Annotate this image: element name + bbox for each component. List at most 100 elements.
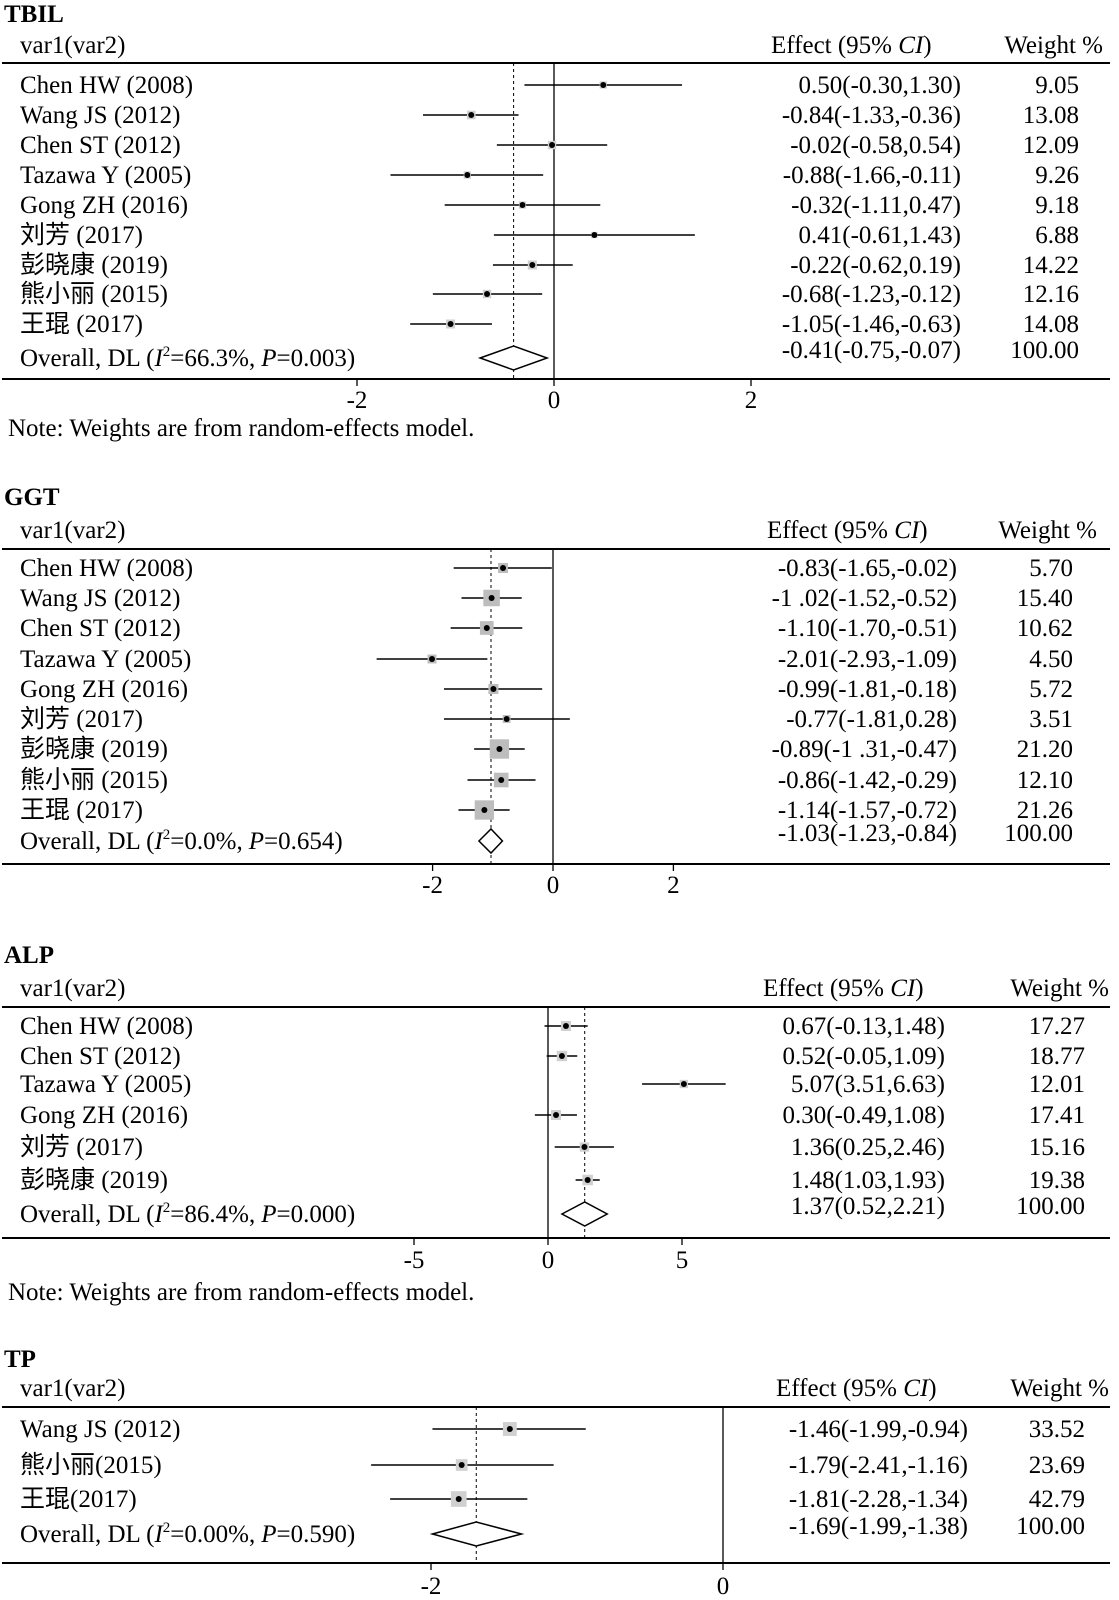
x-tick-label: -2 [422, 872, 443, 899]
column-header-weight: Weight % [1010, 975, 1109, 1002]
point-estimate [496, 746, 503, 752]
footnote: Note: Weights are from random-effects mo… [8, 415, 474, 442]
x-tick-label: 2 [667, 872, 680, 899]
weight-value: 15.40 [1017, 585, 1073, 612]
study-row: 王琨(2017) -1.81(-2.28,-1.34) 42.79 [20, 1486, 1085, 1513]
study-label: Chen HW (2008) [20, 555, 193, 582]
effect-ci-value: -0.22(-0.62,0.19) [790, 252, 961, 279]
study-row: Chen ST (2012) -0.02(-0.58,0.54) 12.09 [20, 132, 1079, 159]
overall-row: Overall, DL (I2=86.4%, P=0.000) 1.37(0.52,… [20, 1193, 1085, 1228]
overall-label-i2-symbol: I [153, 1521, 164, 1548]
x-tick-label: -2 [421, 1573, 442, 1600]
point-estimate [562, 1023, 569, 1029]
effect-ci-value: -1.81(-2.28,-1.34) [789, 1486, 968, 1513]
effect-header-text: ) [919, 517, 927, 544]
study-row: 彭晓康 (2019) 1.48(1.03,1.93) 19.38 [20, 1166, 1085, 1194]
panel-tbil: TBIL var1(var2) Effect (95% CI) Weight % -2 0… [2, 1, 1110, 442]
effect-ci-value: 0.41(-0.61,1.43) [799, 222, 961, 249]
overall-label-p-value: =0.003) [276, 345, 355, 372]
overall-label-p-value: =0.000) [276, 1201, 355, 1228]
weight-value: 19.38 [1029, 1167, 1085, 1194]
overall-label: Overall, DL (I2=86.4%, P=0.000) [20, 1200, 355, 1228]
study-label: Gong ZH (2016) [20, 192, 188, 219]
effect-ci-value: -0.89(-1 .31,-0.47) [772, 736, 957, 763]
overall-diamond [477, 345, 550, 371]
point-estimate [506, 1426, 513, 1432]
overall-label-i2-sup: 2 [163, 1200, 171, 1216]
x-tick-label: 0 [542, 1247, 555, 1274]
study-row: 熊小丽 (2015) -0.68(-1.23,-0.12) 12.16 [20, 280, 1079, 308]
study-row: 熊小丽(2015) -1.79(-2.41,-1.16) 23.69 [20, 1451, 1085, 1479]
overall-label-i2-value: =86.4%, [170, 1201, 255, 1228]
effect-ci-value: -0.84(-1.33,-0.36) [782, 102, 961, 129]
effect-ci-value: 1.48(1.03,1.93) [791, 1167, 945, 1194]
x-tick-label: -2 [347, 387, 368, 414]
overall-row: Overall, DL (I2=0.0%, P=0.654) -1.03(-1.23… [20, 820, 1073, 855]
study-label: Wang JS (2012) [20, 585, 180, 612]
column-header-effect: Effect (95% CI) [771, 32, 932, 59]
effect-header-ci: CI [894, 517, 921, 544]
panel-title: GGT [4, 484, 60, 511]
effect-ci-value: -0.99(-1.81,-0.18) [778, 676, 957, 703]
study-row: 王琨 (2017) -1.05(-1.46,-0.63) 14.08 [20, 311, 1079, 338]
overall-label-p-symbol: P [260, 1201, 276, 1228]
study-label: 熊小丽 (2015) [20, 280, 168, 308]
study-label: 彭晓康 (2019) [20, 1166, 168, 1194]
overall-diamond [560, 1201, 609, 1227]
effect-ci-value: -1.05(-1.46,-0.63) [782, 311, 961, 338]
point-estimate [483, 625, 490, 631]
study-row: Wang JS (2012) -1 .02(-1.52,-0.52) 15.40 [20, 585, 1073, 612]
overall-label-p-value: =0.654) [264, 828, 343, 855]
study-label: Gong ZH (2016) [20, 676, 188, 703]
study-label: Gong ZH (2016) [20, 1102, 188, 1129]
effect-header-text: Effect (95% [771, 32, 898, 59]
study-label: Wang JS (2012) [20, 102, 180, 129]
point-estimate [680, 1081, 687, 1087]
panel-alp: ALP var1(var2) Effect (95% CI) Weight % -5 0 5… [2, 942, 1110, 1306]
point-estimate [488, 595, 495, 601]
effect-ci-value: -0.02(-0.58,0.54) [790, 132, 961, 159]
weight-value: 12.09 [1023, 132, 1079, 159]
column-header-study: var1(var2) [20, 975, 126, 1002]
x-tick-label: 2 [745, 387, 758, 414]
effect-ci-value: -1.46(-1.99,-0.94) [789, 1416, 968, 1443]
study-label: 王琨(2017) [20, 1486, 137, 1513]
x-tick-label: 0 [548, 387, 561, 414]
overall-label: Overall, DL (I2=0.00%, P=0.590) [20, 1520, 355, 1548]
point-estimate [455, 1496, 462, 1502]
study-label: Chen HW (2008) [20, 1013, 193, 1040]
effect-header-text: ) [923, 32, 931, 59]
column-header-study: var1(var2) [20, 32, 126, 59]
overall-label-i2-symbol: I [153, 345, 164, 372]
effect-ci-value: -1.14(-1.57,-0.72) [778, 797, 957, 824]
x-tick-label: 0 [717, 1573, 730, 1600]
study-label: Chen ST (2012) [20, 615, 181, 642]
x-tick-label: -5 [404, 1247, 425, 1274]
weight-value: 4.50 [1029, 646, 1073, 673]
effect-header-ci: CI [903, 1375, 930, 1402]
weight-value: 13.08 [1023, 102, 1079, 129]
weight-value: 14.08 [1023, 311, 1079, 338]
weight-value: 17.41 [1029, 1102, 1085, 1129]
effect-ci-value: -1.79(-2.41,-1.16) [789, 1452, 968, 1479]
point-estimate [600, 82, 607, 88]
overall-label-prefix: Overall, DL ( [20, 1521, 154, 1548]
column-header-weight: Weight % [998, 517, 1097, 544]
effect-ci-value: -1.10(-1.70,-0.51) [778, 615, 957, 642]
study-row: Chen HW (2008) -0.83(-1.65,-0.02) 5.70 [20, 555, 1073, 582]
study-label: 刘芳 (2017) [20, 705, 143, 733]
point-estimate [558, 1053, 565, 1059]
study-label: Tazawa Y (2005) [20, 1071, 191, 1098]
effect-header-ci: CI [890, 975, 917, 1002]
study-label: Tazawa Y (2005) [20, 646, 191, 673]
study-label: 刘芳 (2017) [20, 221, 143, 249]
overall-label: Overall, DL (I2=66.3%, P=0.003) [20, 344, 355, 372]
study-label: Tazawa Y (2005) [20, 162, 191, 189]
weight-value: 15.16 [1029, 1134, 1085, 1161]
study-row: 熊小丽 (2015) -0.86(-1.42,-0.29) 12.10 [20, 766, 1073, 794]
study-row: Chen ST (2012) -1.10(-1.70,-0.51) 10.62 [20, 615, 1073, 642]
effect-header-text: ) [915, 975, 923, 1002]
overall-weight-value: 100.00 [1004, 820, 1073, 847]
overall-label-i2-sup: 2 [163, 827, 171, 843]
